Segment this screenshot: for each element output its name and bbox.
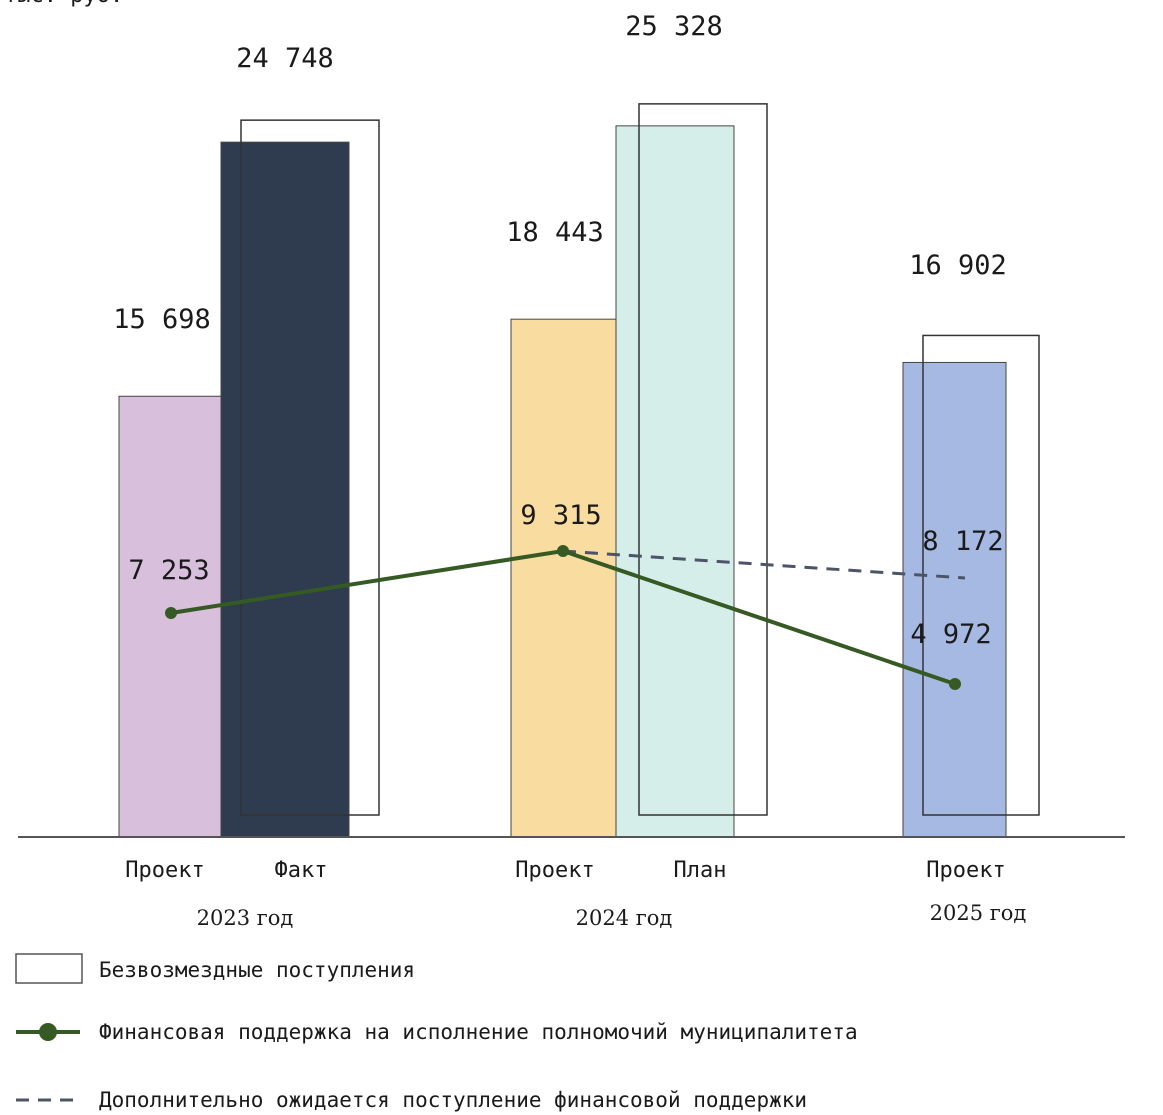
- support-value-label-2: 9 315: [520, 500, 601, 531]
- bar-value-label-2-1: 18 443: [506, 217, 604, 248]
- bar-value-label-2-2: 25 328: [625, 11, 723, 42]
- expected-value-label: 8 172: [922, 526, 1003, 557]
- year-label-3: 2025 год: [930, 901, 1027, 925]
- support-point-1: [165, 607, 177, 619]
- category-label-2-2: План: [674, 858, 727, 883]
- category-label-1-2: Факт: [275, 858, 328, 883]
- bar-value-label-1-2: 24 748: [236, 43, 334, 74]
- legend-swatch-support-marker: [39, 1023, 57, 1041]
- units-label-fragment: тыс. руб.: [4, 0, 123, 8]
- category-label-1-1: Проект: [125, 858, 204, 883]
- legend-label-expected: Дополнительно ожидается поступление фина…: [99, 1088, 807, 1112]
- bar-value-label-1-1: 15 698: [113, 304, 211, 335]
- lines-layer: [165, 545, 966, 690]
- support-point-3: [949, 678, 961, 690]
- support-value-label-3: 4 972: [910, 619, 991, 650]
- year-label-2: 2024 год: [576, 906, 673, 930]
- legend-swatch-outline: [15, 953, 83, 984]
- legend: Безвозмездные поступления Финансовая под…: [15, 953, 858, 1112]
- bar-value-label-3-1: 16 902: [909, 250, 1007, 281]
- labels-layer: 15 698 24 748 18 443 25 328 16 902 7 253 9 315…: [113, 11, 1026, 930]
- legend-label-support: Финансовая поддержка на исполнение полно…: [99, 1020, 858, 1044]
- support-point-2: [557, 545, 569, 557]
- bar-1-2: [220, 141, 350, 838]
- bars-layer: [118, 103, 1040, 838]
- bar-2-2: [615, 125, 735, 838]
- support-value-label-1: 7 253: [128, 555, 209, 586]
- outline-rect-1: [240, 119, 380, 816]
- legend-label-outline: Безвозмездные поступления: [99, 958, 415, 982]
- category-label-2-1: Проект: [515, 858, 594, 883]
- expected-support-line: [562, 549, 966, 580]
- bar-2-1: [510, 318, 617, 838]
- category-label-3-1: Проект: [926, 858, 1005, 883]
- bar-3-1: [902, 361, 1007, 838]
- year-label-1: 2023 год: [197, 906, 294, 930]
- outline-rect-2: [638, 103, 768, 816]
